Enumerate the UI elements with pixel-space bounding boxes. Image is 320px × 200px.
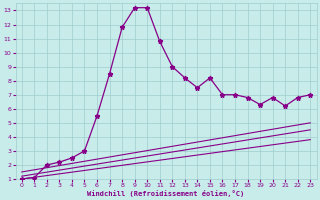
X-axis label: Windchill (Refroidissement éolien,°C): Windchill (Refroidissement éolien,°C) — [87, 190, 245, 197]
